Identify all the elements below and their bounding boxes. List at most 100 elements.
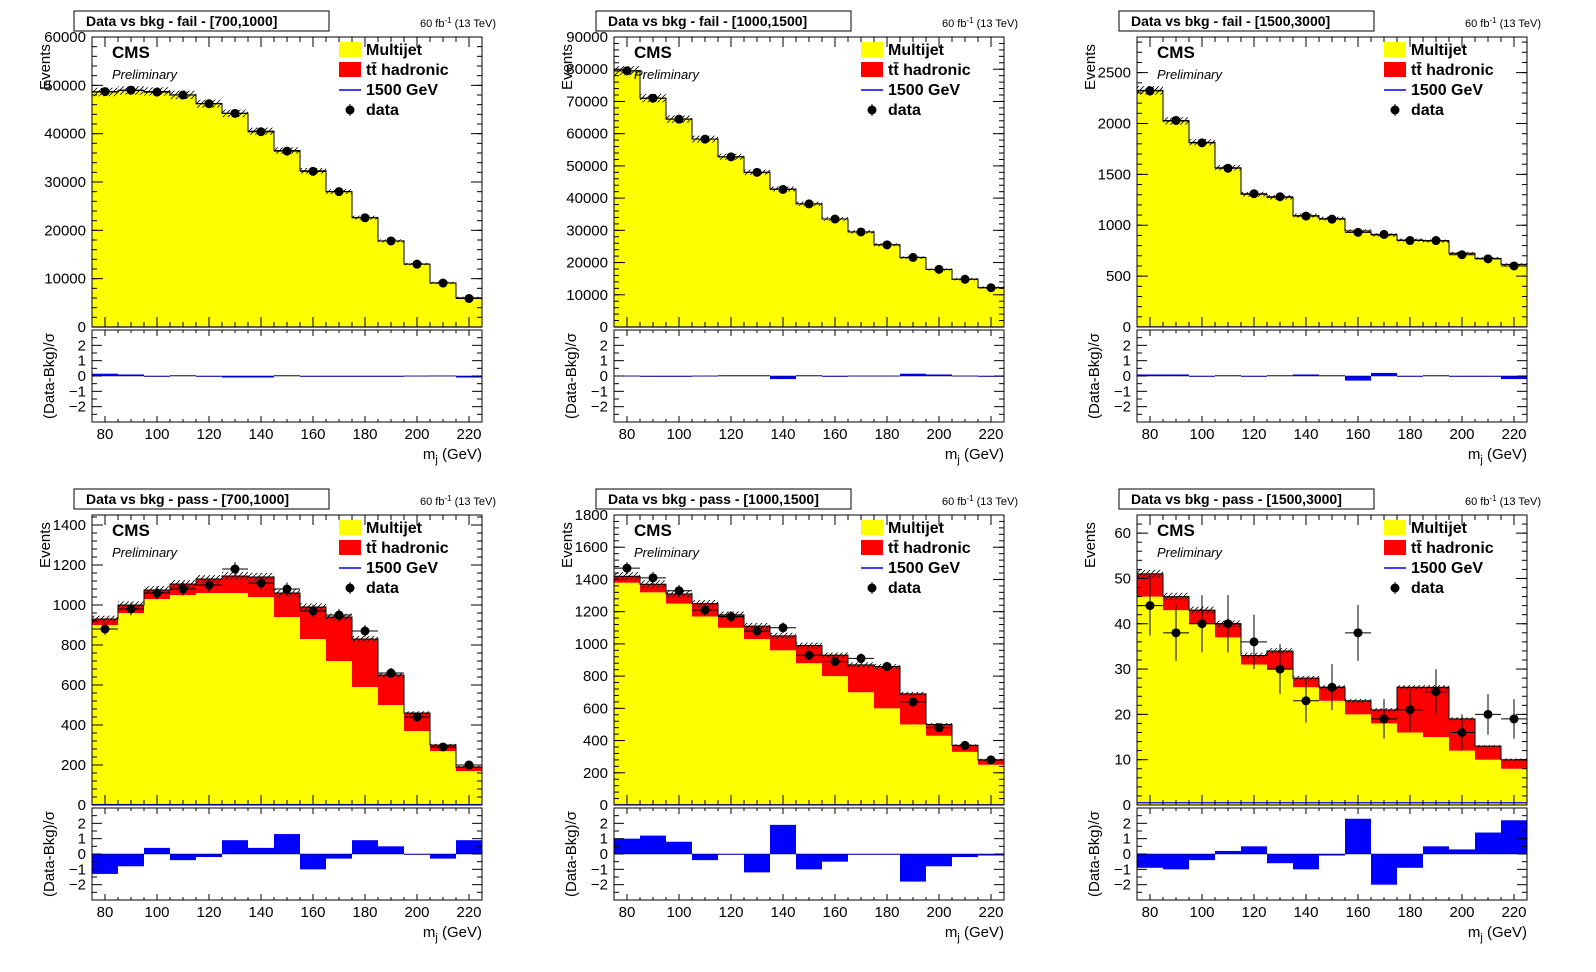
legend-swatch [861,540,883,555]
pull-bar [352,840,378,854]
data-point [674,114,684,124]
title-box [595,488,852,510]
data-point [934,264,944,274]
multijet-bar [92,625,118,805]
pull-bar [848,854,874,855]
legend-label: data [888,580,921,597]
data-point [752,167,762,177]
pull-bar [144,847,170,854]
x-tick-label: 80 [97,904,114,921]
data-point [1223,619,1233,629]
pull-bar [1267,854,1293,864]
multijet-bar [796,203,822,327]
pull-bar [1423,375,1449,377]
data-point [360,213,370,223]
x-tick-label: 200 [926,904,951,921]
pull-bar [718,375,744,377]
y-tick-label: 10000 [566,287,608,304]
multijet-bar [1449,253,1475,327]
multijet-bar [640,98,666,327]
data-point [674,586,684,596]
x-tick-label: 220 [1501,904,1526,921]
y-tick-label: 1400 [53,517,86,534]
multijet-bar [874,244,900,327]
ratio-y-tick-label: 1 [1123,831,1131,848]
data-point [908,252,918,262]
pull-bar [1475,832,1501,854]
ratio-y-tick-label: −1 [69,861,86,878]
ratio-y-tick-label: −2 [1114,877,1131,894]
preliminary-label: Preliminary [634,67,701,82]
pull-bar [404,854,430,855]
multijet-bar [404,264,430,327]
pull-bar [900,373,926,376]
x-tick-label: 100 [144,904,169,921]
x-tick-label: 200 [1449,426,1474,443]
multijet-bar [378,705,404,805]
data-point [204,580,214,590]
multijet-bar [666,603,692,805]
data-point [1145,601,1155,611]
x-tick-label: 80 [1142,426,1159,443]
multijet-bar [770,189,796,327]
multijet-bar [144,91,170,327]
pull-bar [1163,854,1189,870]
y-axis-title: Events [37,522,54,568]
multijet-bar [1215,168,1241,327]
data-point [700,605,710,615]
ttbar-bar [640,584,666,593]
lumi-label: 60 fb-1 (13 TeV) [420,16,496,30]
y-tick-label: 10 [1114,752,1131,769]
x-tick-label: 80 [1142,904,1159,921]
multijet-bar [274,150,300,327]
ratio-y-tick-label: −2 [1114,399,1131,416]
pull-bar [640,835,666,854]
ratio-y-tick-label: 0 [78,368,86,385]
data-point [986,283,996,293]
panel-2: 0 10000 20000 30000 40000 50000 60000 70000 8000… [559,10,1018,466]
pull-bar [352,376,378,377]
multijet-bar [378,240,404,327]
y-tick-label: 800 [61,637,86,654]
multijet-bar [1215,637,1241,805]
multijet-bar [274,617,300,805]
pull-bar [92,854,118,874]
pull-bar [770,824,796,854]
data-point [1379,229,1389,239]
x-tick-label: 100 [666,904,691,921]
legend-label: 1500 GeV [888,82,960,99]
pull-bar [874,854,900,855]
multijet-bar [614,582,640,805]
pull-bar [1449,849,1475,854]
pull-bar [430,854,456,859]
data-point [726,152,736,162]
data-point [804,199,814,209]
y-tick-label: 1200 [575,604,608,621]
lumi-label: 60 fb-1 (13 TeV) [942,16,1018,30]
x-tick-label: 220 [456,426,481,443]
ratio-y-tick-label: −1 [591,383,608,400]
multijet-bar [744,172,770,327]
pull-bar [1319,854,1345,856]
pull-bar [1423,846,1449,854]
pull-bar [170,854,196,861]
pull-bar [822,854,848,862]
ratio-y-tick-label: 0 [600,846,608,863]
pull-bar [300,376,326,377]
pull-bar [978,854,1004,856]
ttbar-bar [770,635,796,651]
pull-bar [692,854,718,861]
x-tick-label: 220 [1501,426,1526,443]
legend-label: tt̄ hadronic [366,61,449,79]
pull-bar [926,374,952,376]
y-tick-label: 30000 [566,222,608,239]
multijet-bar [1137,90,1163,327]
x-tick-label: 220 [456,904,481,921]
data-point [178,584,188,594]
multijet-bar [1397,240,1423,327]
y-tick-label: 1000 [1098,217,1131,234]
panel-title: Data vs bkg - pass - [700,1000] [86,491,289,507]
data-point [1197,138,1207,148]
